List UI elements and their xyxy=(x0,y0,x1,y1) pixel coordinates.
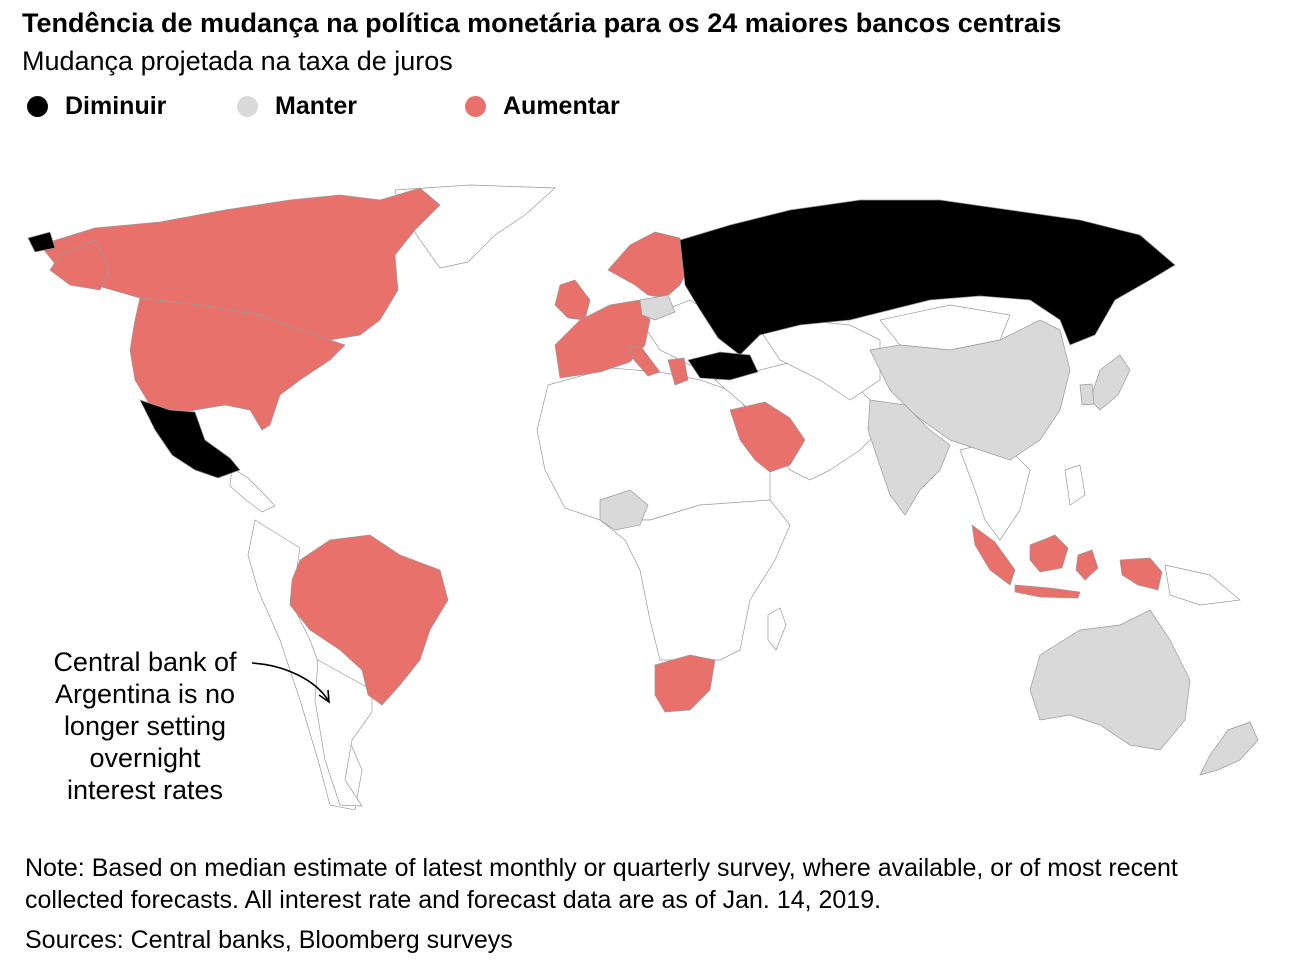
chart-subtitle: Mudança projetada na taxa de juros xyxy=(22,46,453,76)
legend-item-aumentar: Aumentar xyxy=(465,92,620,121)
region-turkey xyxy=(687,351,759,381)
region-saudi-arabia xyxy=(729,401,806,473)
region-south-korea xyxy=(1079,383,1095,406)
legend-item-diminuir: Diminuir xyxy=(27,92,166,121)
annotation-line-3: longer setting xyxy=(63,711,227,741)
legend: Diminuir Manter Aumentar xyxy=(0,92,700,132)
region-scandinavia xyxy=(607,231,691,299)
region-papua xyxy=(1164,564,1241,606)
region-russia xyxy=(679,199,1176,356)
legend-label-manter: Manter xyxy=(275,92,357,120)
sources-text: Sources: Central banks, Bloomberg survey… xyxy=(25,926,513,954)
land-unclassified xyxy=(229,184,1241,811)
region-indonesia-sumatra xyxy=(971,524,1016,586)
region-euro-area xyxy=(554,299,651,379)
region-nigeria xyxy=(599,489,649,531)
legend-swatch-manter xyxy=(237,96,258,117)
region-australia xyxy=(1029,609,1191,751)
annotation-line-2: Argentina is no xyxy=(54,679,236,709)
region-japan xyxy=(1089,354,1131,411)
region-mexico xyxy=(139,399,241,479)
region-united-states xyxy=(129,297,346,431)
region-indonesia-borneo xyxy=(1029,534,1069,573)
legend-swatch-aumentar xyxy=(465,96,486,117)
region-united-kingdom xyxy=(554,279,591,321)
legend-label-diminuir: Diminuir xyxy=(65,92,167,120)
region-madagascar xyxy=(767,607,787,651)
world-map xyxy=(27,184,1259,811)
region-indonesia-papua xyxy=(1119,557,1163,591)
region-chukotka xyxy=(27,231,56,253)
land-aumentar xyxy=(39,187,1163,713)
region-alaska xyxy=(49,239,111,291)
region-new-zealand xyxy=(1199,721,1259,776)
legend-item-manter: Manter xyxy=(237,92,357,121)
region-italy xyxy=(627,344,661,377)
region-indonesia-sulawesi xyxy=(1075,549,1099,581)
region-china xyxy=(869,319,1071,461)
region-poland xyxy=(639,294,676,321)
region-brazil xyxy=(289,534,449,706)
region-philippines xyxy=(1064,464,1086,506)
region-central-america xyxy=(229,467,276,513)
argentina-annotation: Central bank of Argentina is no longer s… xyxy=(20,646,270,806)
legend-label-aumentar: Aumentar xyxy=(503,92,620,120)
region-south-africa xyxy=(654,654,716,713)
annotation-arrow xyxy=(251,662,329,701)
region-argentina xyxy=(314,659,373,807)
annotation-line-5: interest rates xyxy=(66,775,224,805)
annotation-arrowhead xyxy=(318,689,330,704)
note-text: Note: Based on median estimate of latest… xyxy=(25,854,1178,914)
region-greece xyxy=(667,357,689,386)
legend-swatch-diminuir xyxy=(27,96,48,117)
region-india xyxy=(867,399,951,516)
annotation-line-1: Central bank of xyxy=(53,647,237,677)
region-central-africa xyxy=(599,499,791,661)
annotation-line-4: overnight xyxy=(89,743,201,773)
region-indonesia-java xyxy=(1014,584,1081,599)
land-manter xyxy=(599,294,1259,776)
chart-title: Tendência de mudança na política monetár… xyxy=(22,8,1062,38)
land-diminuir xyxy=(27,199,1176,479)
